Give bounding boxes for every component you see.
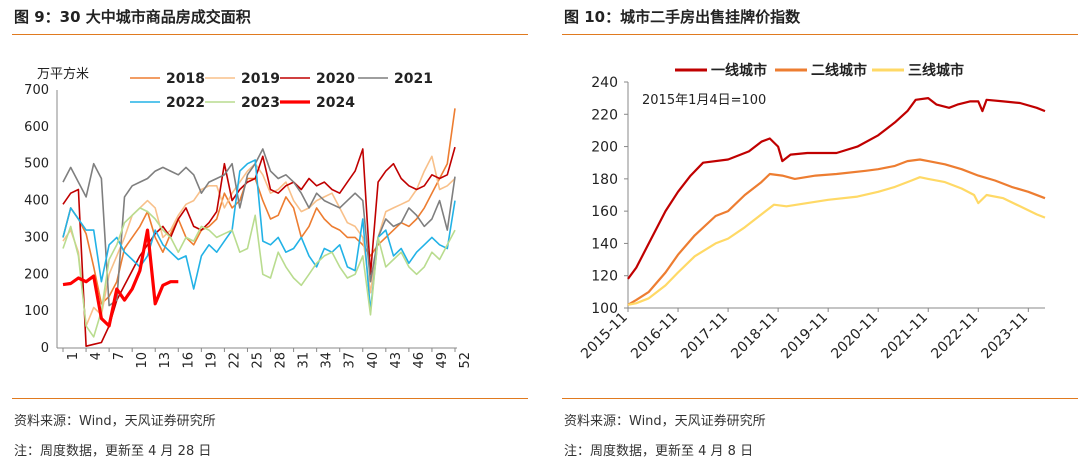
y-tick-label: 140 <box>591 236 618 252</box>
x-tick-label: 25 <box>250 352 265 369</box>
x-tick-label: 2020-11 <box>828 310 881 363</box>
x-tick-label: 1 <box>66 352 81 360</box>
x-tick-label: 2023-11 <box>978 310 1031 363</box>
x-tick-label: 13 <box>158 352 173 369</box>
x-tick-label: 19 <box>204 352 219 369</box>
y-axis-unit-label: 万平方米 <box>37 66 89 82</box>
y-tick-label: 100 <box>591 301 618 317</box>
x-tick-label: 52 <box>458 352 473 369</box>
x-tick-label: 2016-11 <box>628 310 681 363</box>
y-tick-label: 240 <box>591 75 618 91</box>
series-line-2021 <box>62 148 456 307</box>
x-tick-label: 2017-11 <box>678 310 731 363</box>
y-tick-label: 200 <box>24 267 49 282</box>
y-tick-label: 0 <box>41 341 49 356</box>
series-line-二线城市 <box>627 158 1046 306</box>
x-tick-label: 2022-11 <box>928 310 981 363</box>
series-line-一线城市 <box>627 96 1046 280</box>
left-title-rule <box>12 34 528 35</box>
x-tick-label: 4 <box>89 352 104 360</box>
legend-label-2018: 2018 <box>166 71 205 87</box>
x-tick-label: 49 <box>435 352 450 369</box>
y-tick-label: 100 <box>24 304 49 319</box>
legend-label-三线城市: 三线城市 <box>908 62 964 79</box>
x-tick-label: 2019-11 <box>778 310 831 363</box>
x-tick-label: 7 <box>112 352 127 360</box>
x-tick-label: 10 <box>135 352 150 369</box>
series-line-2018 <box>62 108 456 305</box>
legend-label-2022: 2022 <box>166 95 205 111</box>
legend-label-2019: 2019 <box>241 71 280 87</box>
right-source-note: 资料来源：Wind，天风证券研究所 <box>564 414 766 429</box>
right-chart-svg: 1001201401601802002202402015-112016-1120… <box>578 62 1046 363</box>
legend-label-二线城市: 二线城市 <box>811 62 867 79</box>
legend-label-2024: 2024 <box>316 95 355 111</box>
y-tick-label: 300 <box>24 230 49 245</box>
left-chart-svg: 万平方米 0 100 200 300 400 500 600 700 1 4 7 10 13 16 19 22 2… <box>24 66 473 369</box>
y-tick-label: 180 <box>591 172 618 188</box>
x-tick-label: 46 <box>412 352 427 369</box>
x-tick-label: 43 <box>389 352 404 369</box>
legend-label-一线城市: 一线城市 <box>711 62 767 79</box>
series-line-2023 <box>62 207 456 338</box>
series-line-三线城市 <box>627 176 1046 306</box>
series-line-2024 <box>62 228 179 328</box>
x-tick-label: 34 <box>320 352 335 369</box>
legend-label-2021: 2021 <box>394 71 433 87</box>
series-line-2022 <box>62 159 456 312</box>
x-tick-label: 2018-11 <box>728 310 781 363</box>
right-chart-panel: 图 10：城市二手房出售挂牌价指数 100 120 140 160 180 200 220 2… <box>550 0 1080 466</box>
y-tick-label: 160 <box>591 204 618 220</box>
right-footer-rule <box>562 398 1078 399</box>
right-footnote: 注：周度数据，更新至 4 月 8 日 <box>564 444 754 459</box>
legend-label-2020: 2020 <box>316 71 355 87</box>
y-tick-label: 500 <box>24 157 49 172</box>
left-source-note: 资料来源：Wind，天风证券研究所 <box>14 414 216 429</box>
x-tick-label: 16 <box>181 352 196 369</box>
y-tick-label: 220 <box>591 107 618 123</box>
x-tick-label: 22 <box>227 352 242 369</box>
x-tick-label: 40 <box>366 352 381 369</box>
left-footer-rule <box>12 398 528 399</box>
left-chart-title: 图 9：30 大中城市商品房成交面积 <box>14 8 251 26</box>
right-chart-title: 图 10：城市二手房出售挂牌价指数 <box>564 8 801 26</box>
y-tick-label: 200 <box>591 140 618 156</box>
y-tick-label: 400 <box>24 194 49 209</box>
x-tick-label: 28 <box>274 352 289 369</box>
series-line-2020 <box>62 146 456 348</box>
y-tick-label: 700 <box>24 83 49 98</box>
index-base-annotation: 2015年1月4日=100 <box>642 93 766 108</box>
left-chart-panel: 图 9：30 大中城市商品房成交面积 万平方米 0 100 200 300 400 500 6… <box>0 0 530 466</box>
y-tick-label: 120 <box>591 269 618 285</box>
x-tick-label: 2021-11 <box>878 310 931 363</box>
x-tick-label: 2015-11 <box>578 310 631 363</box>
x-tick-label: 31 <box>297 352 312 369</box>
y-tick-label: 600 <box>24 120 49 135</box>
x-tick-label: 37 <box>343 352 358 369</box>
right-title-rule <box>562 34 1078 35</box>
legend-label-2023: 2023 <box>241 95 280 111</box>
left-footnote: 注：周度数据，更新至 4 月 28 日 <box>14 444 212 459</box>
